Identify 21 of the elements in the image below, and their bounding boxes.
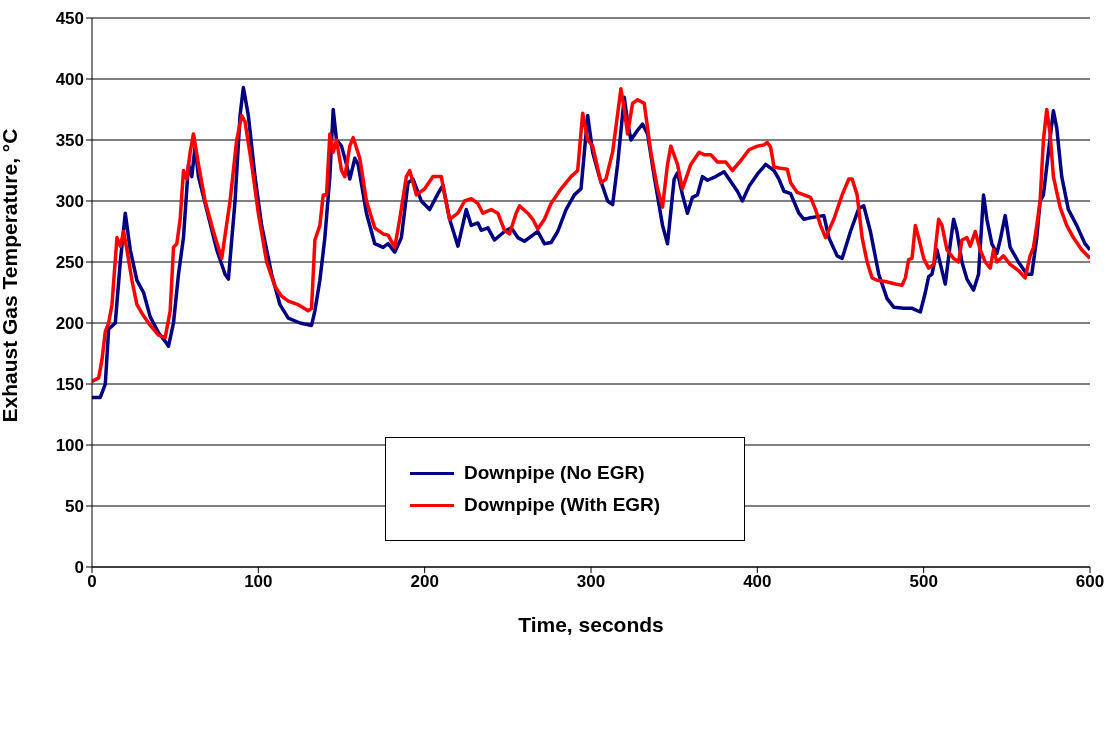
legend-label: Downpipe (No EGR) bbox=[464, 462, 645, 484]
x-axis-title: Time, seconds bbox=[518, 613, 664, 636]
y-tick-label: 200 bbox=[55, 314, 84, 334]
y-tick-label: 0 bbox=[74, 558, 84, 578]
x-tick-label: 0 bbox=[87, 572, 97, 592]
x-tick-label: 100 bbox=[244, 572, 273, 592]
y-tick-label: 400 bbox=[55, 70, 84, 90]
y-tick-label: 300 bbox=[55, 192, 84, 212]
y-tick-label: 350 bbox=[55, 131, 84, 151]
x-tick-label: 400 bbox=[743, 572, 772, 592]
y-tick-label: 100 bbox=[55, 436, 84, 456]
y-axis-title: Exhaust Gas Temperature, °C bbox=[0, 128, 22, 423]
legend-label: Downpipe (With EGR) bbox=[464, 494, 661, 516]
y-tick-label: 150 bbox=[55, 375, 84, 395]
x-tick-label: 600 bbox=[1075, 572, 1105, 592]
y-tick-label: 250 bbox=[55, 253, 84, 273]
y-tick-label: 50 bbox=[65, 497, 84, 517]
x-tick-label: 500 bbox=[909, 572, 938, 592]
x-tick-label: 300 bbox=[576, 572, 606, 592]
x-tick-label: 200 bbox=[410, 572, 439, 592]
y-tick-label: 450 bbox=[55, 9, 84, 29]
